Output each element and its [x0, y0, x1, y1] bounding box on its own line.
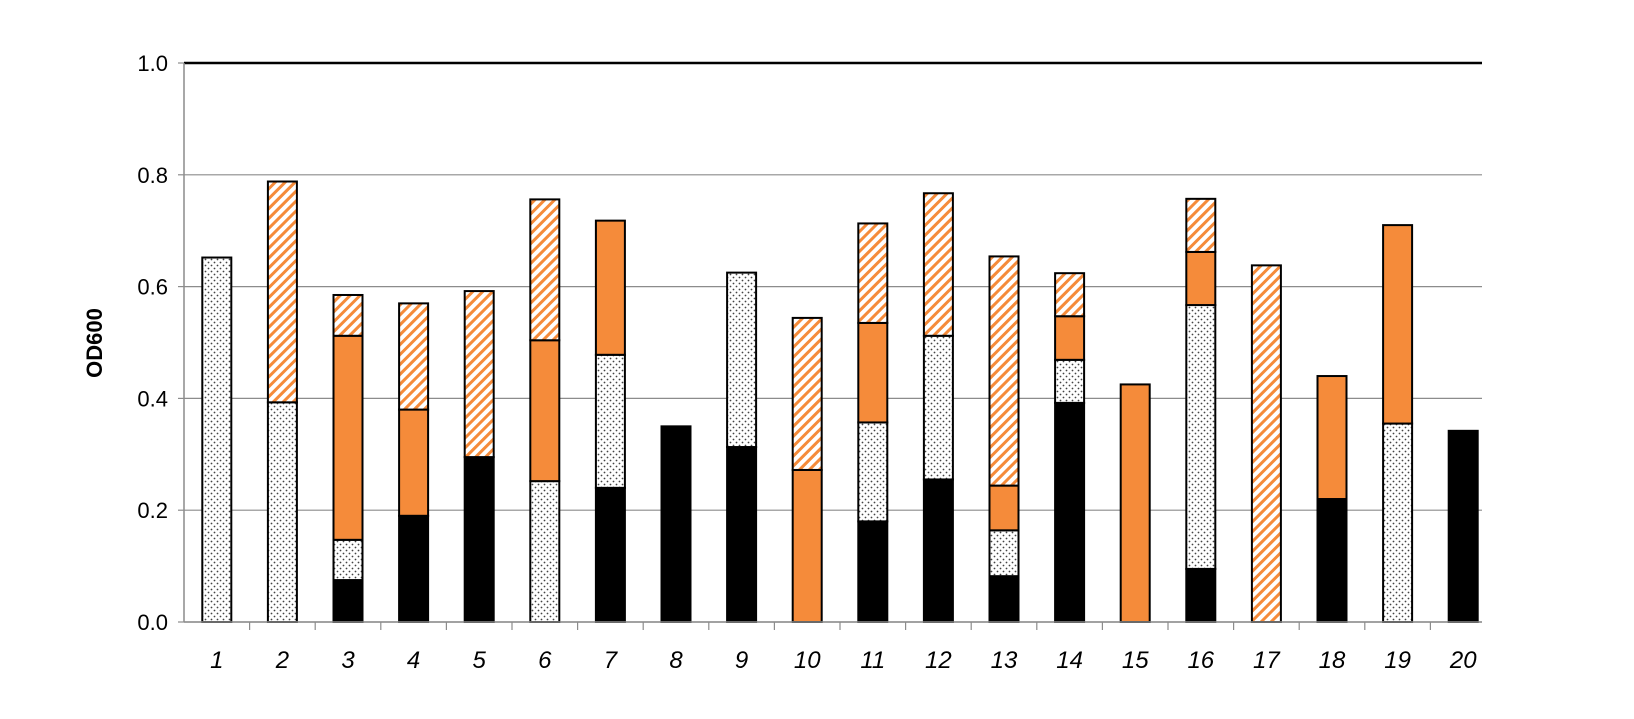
bar-segment-series-1-cat-18 — [1316, 498, 1348, 623]
bar-segment-series-2-cat-2 — [266, 401, 298, 623]
bar-segment-series-3-cat-7 — [594, 219, 626, 356]
x-tick-label: 12 — [925, 647, 952, 674]
bar-segment-series-4-cat-10 — [791, 316, 823, 471]
x-tick-label: 1 — [210, 647, 223, 674]
bar-segment-series-2-cat-16 — [1185, 304, 1217, 570]
x-tick-label: 19 — [1384, 647, 1411, 674]
x-tick-label: 15 — [1122, 647, 1149, 674]
bar-segment-series-1-cat-8 — [660, 425, 692, 623]
bar-segment-series-3-cat-14 — [1054, 315, 1086, 361]
bar-segment-series-3-cat-19 — [1382, 224, 1414, 425]
bar-segment-series-1-cat-7 — [594, 486, 626, 623]
x-tick-label: 11 — [860, 647, 885, 674]
x-tick-label: 17 — [1253, 647, 1281, 674]
x-tick-label: 2 — [275, 647, 289, 674]
bar-segment-series-2-cat-19 — [1382, 422, 1414, 623]
bar-segment-series-4-cat-3 — [332, 293, 364, 337]
bar-segment-series-4-cat-2 — [266, 180, 298, 404]
x-tick-label: 14 — [1056, 647, 1083, 674]
bar-segment-series-4-cat-13 — [988, 255, 1020, 487]
bar-segment-series-2-cat-6 — [529, 480, 561, 623]
bars — [201, 180, 1479, 624]
bar-segment-series-1-cat-11 — [857, 520, 889, 624]
bar-segment-series-2-cat-13 — [988, 529, 1020, 578]
x-tick-label: 4 — [407, 647, 420, 674]
x-tick-label: 9 — [735, 647, 748, 674]
x-tick-label: 8 — [669, 647, 683, 674]
x-tick-label: 20 — [1449, 647, 1477, 674]
bar-segment-series-3-cat-10 — [791, 468, 823, 623]
x-tick-label: 13 — [991, 647, 1018, 674]
bar-segment-series-2-cat-9 — [726, 271, 758, 449]
right-mask — [1482, 0, 1634, 719]
bar-segment-series-4-cat-4 — [398, 302, 430, 411]
y-tick-label: 0.8 — [137, 163, 168, 188]
x-tick-label: 5 — [473, 647, 487, 674]
bar-segment-series-4-cat-14 — [1054, 272, 1086, 318]
x-tick-label: 6 — [538, 647, 552, 674]
bar-segment-series-4-cat-17 — [1250, 264, 1282, 623]
bar-segment-series-4-cat-11 — [857, 222, 889, 324]
bar-segment-series-3-cat-18 — [1316, 375, 1348, 501]
bar-segment-series-2-cat-7 — [594, 353, 626, 489]
bar-segment-series-1-cat-20 — [1447, 429, 1479, 623]
bar-segment-series-4-cat-5 — [463, 290, 495, 459]
x-tick-label: 10 — [794, 647, 821, 674]
x-tick-label: 7 — [604, 647, 619, 674]
y-axis-title: OD600 — [82, 308, 107, 378]
bar-segment-series-3-cat-3 — [332, 334, 364, 541]
bar-segment-series-3-cat-6 — [529, 339, 561, 483]
bar-segment-series-3-cat-16 — [1185, 250, 1217, 307]
axes: 0.00.20.40.60.81.01 2 3 4 5 6 7 8 9 10 11 12 13 14 15 1… — [137, 0, 1634, 719]
x-tick-label: 18 — [1319, 647, 1346, 674]
gridlines — [184, 61, 1482, 623]
y-tick-label: 0.2 — [137, 498, 168, 523]
bar-segment-series-3-cat-13 — [988, 484, 1020, 532]
bar-segment-series-1-cat-5 — [463, 456, 495, 623]
bar-segment-series-2-cat-1 — [201, 256, 233, 623]
bar-segment-series-1-cat-16 — [1185, 567, 1217, 624]
bar-segment-series-1-cat-3 — [332, 579, 364, 624]
bar-segment-series-1-cat-12 — [922, 478, 954, 623]
bar-segment-series-1-cat-4 — [398, 514, 430, 623]
y-tick-label: 1.0 — [137, 51, 168, 76]
bar-segment-series-2-cat-14 — [1054, 358, 1086, 404]
bar-segment-series-2-cat-3 — [332, 538, 364, 582]
bar-segment-series-4-cat-6 — [529, 198, 561, 342]
bar-segment-series-3-cat-15 — [1119, 383, 1151, 623]
y-tick-label: 0.6 — [137, 275, 168, 300]
bar-segment-series-3-cat-4 — [398, 408, 430, 517]
bar-segment-series-4-cat-12 — [922, 192, 954, 337]
y-tick-label: 0.0 — [137, 610, 168, 635]
bar-segment-series-1-cat-14 — [1054, 401, 1086, 624]
x-tick-label: 16 — [1187, 647, 1214, 674]
bar-segment-series-2-cat-11 — [857, 421, 889, 523]
bar-segment-series-3-cat-11 — [857, 321, 889, 424]
bar-segment-series-1-cat-9 — [726, 446, 758, 623]
bar-segment-series-1-cat-13 — [988, 575, 1020, 623]
bar-segment-series-2-cat-12 — [922, 334, 954, 481]
x-tick-label: 3 — [341, 647, 355, 674]
bar-segment-series-4-cat-16 — [1185, 197, 1217, 253]
y-tick-label: 0.4 — [137, 386, 168, 411]
